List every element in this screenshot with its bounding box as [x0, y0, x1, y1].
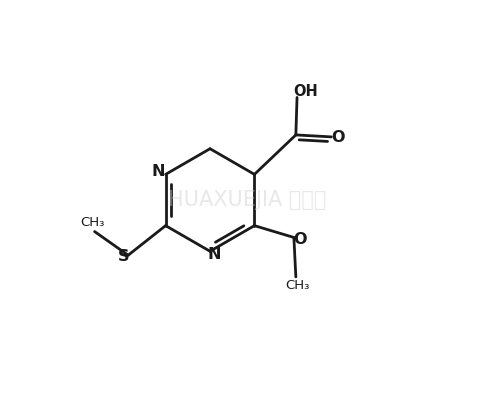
Text: CH₃: CH₃ [81, 216, 105, 229]
Text: N: N [207, 247, 221, 262]
Text: O: O [294, 232, 307, 246]
Text: S: S [118, 249, 129, 264]
Text: OH: OH [294, 84, 318, 99]
Text: CH₃: CH₃ [286, 279, 310, 292]
Text: O: O [331, 130, 345, 145]
Text: HUAXUEJIA 化学加: HUAXUEJIA 化学加 [168, 190, 327, 210]
Text: N: N [152, 164, 165, 179]
